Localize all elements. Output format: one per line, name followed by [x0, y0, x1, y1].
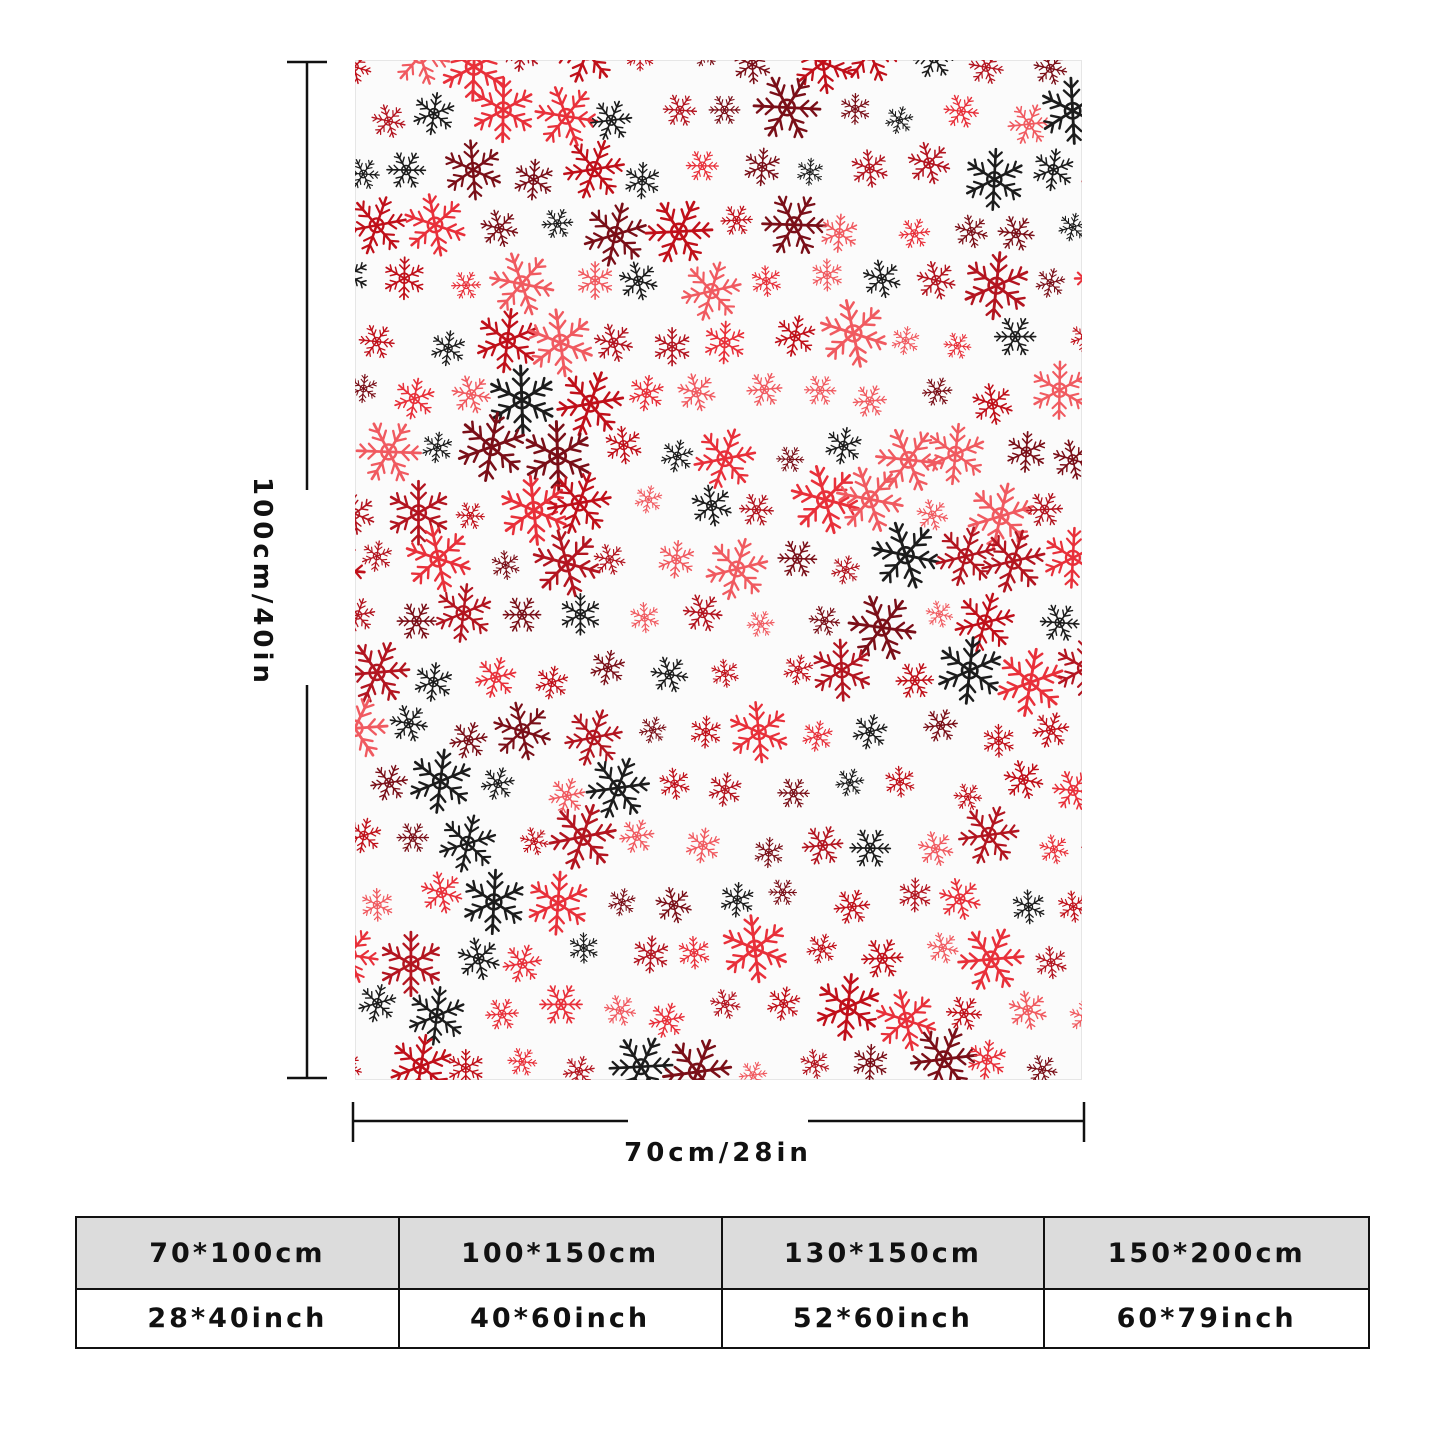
size-cm-cell: 130*150cm	[722, 1218, 1046, 1288]
size-inch-cell: 52*60inch	[722, 1288, 1046, 1347]
size-inch-cell: 40*60inch	[399, 1288, 723, 1347]
height-dimension-label: 100cm/40in	[247, 477, 277, 687]
size-inch-cell: 28*40inch	[77, 1288, 400, 1347]
size-cm-cell: 70*100cm	[77, 1218, 400, 1288]
size-inch-cell: 60*79inch	[1045, 1288, 1368, 1347]
size-cm-cell: 150*200cm	[1045, 1218, 1368, 1288]
width-dimension-label: 70cm/28in	[624, 1138, 812, 1168]
blanket-product-image	[355, 60, 1082, 1080]
size-table: 70*100cm 100*150cm 130*150cm 150*200cm 2…	[75, 1216, 1370, 1349]
size-cm-cell: 100*150cm	[399, 1218, 723, 1288]
